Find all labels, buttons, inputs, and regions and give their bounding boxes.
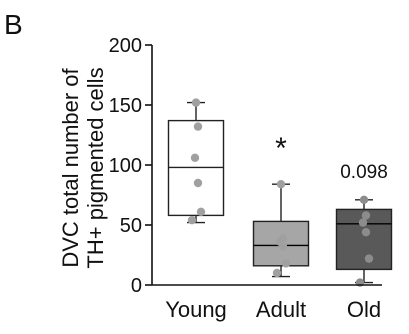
data-point-old-3 <box>358 218 368 227</box>
data-point-young-2 <box>193 122 203 131</box>
data-point-old-4 <box>361 228 371 237</box>
data-point-young-5 <box>196 207 206 216</box>
data-point-adult-6 <box>272 268 282 278</box>
annotation-adult: * <box>275 132 287 165</box>
data-point-old-5 <box>364 254 374 263</box>
data-point-adult-4 <box>278 242 288 251</box>
data-point-adult-1 <box>276 180 286 189</box>
data-point-young-3 <box>190 153 200 162</box>
data-point-young-4 <box>193 178 203 188</box>
x-tick-label-young: Young <box>165 297 227 322</box>
data-point-young-6 <box>187 216 197 225</box>
x-tick-label-adult: Adult <box>256 297 306 322</box>
panel-label: B <box>4 9 23 40</box>
y-tick-label-150: 150 <box>109 95 142 117</box>
y-axis-label-line-1: DVC total number of <box>58 67 83 267</box>
y-axis-label-line-2: TH+ pigmented cells <box>83 67 108 268</box>
y-tick-label-0: 0 <box>131 275 142 297</box>
annotation-old: 0.098 <box>340 162 388 183</box>
y-tick-label-100: 100 <box>109 155 142 177</box>
plot-area: * 0.098 <box>167 98 393 287</box>
x-axis: Young Adult Old <box>152 284 382 322</box>
data-point-young-1 <box>191 98 201 107</box>
x-tick-label-old: Old <box>347 297 381 322</box>
y-tick-label-200: 200 <box>109 35 142 57</box>
y-axis: 0 50 100 150 200 <box>109 35 153 297</box>
data-point-adult-5 <box>281 259 291 268</box>
box-young <box>167 98 225 225</box>
y-tick-label-50: 50 <box>120 215 142 237</box>
data-point-old-1 <box>359 195 369 204</box>
data-point-old-2 <box>361 211 371 220</box>
box-old: 0.098 <box>335 162 393 287</box>
box-adult: * <box>252 132 310 278</box>
